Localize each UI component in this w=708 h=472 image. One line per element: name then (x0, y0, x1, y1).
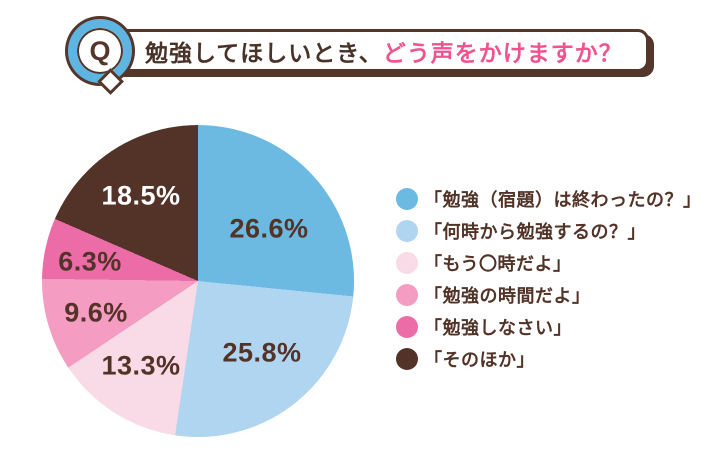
pie-slice-label: 18.5% (101, 180, 181, 211)
legend-label: 「勉強しなさい」 (424, 317, 572, 338)
legend-item: 「勉強の時間だよ」 (396, 283, 702, 306)
legend-item: 「勉強（宿題）は終わったの？」 (396, 187, 702, 210)
legend-dot-icon (396, 315, 418, 338)
q-letter: Q (89, 35, 111, 66)
legend: 「勉強（宿題）は終わったの？」 「何時から勉強するの？」 「もう〇時だよ」 「勉… (396, 187, 702, 379)
q-tail-decoration (97, 68, 124, 95)
pie-chart (42, 125, 354, 437)
pie-slice-label: 9.6% (64, 297, 128, 328)
pie-slice-label: 13.3% (101, 350, 181, 381)
pie-slice-label: 26.6% (229, 213, 309, 244)
legend-dot-icon (396, 283, 418, 306)
legend-item: 「勉強しなさい」 (396, 315, 702, 338)
pie-slice-label: 6.3% (58, 246, 122, 277)
legend-item: 「そのほか」 (396, 347, 702, 370)
question-text-accent: どう声をかけますか？ (382, 39, 623, 66)
legend-dot-icon (396, 347, 418, 370)
legend-item: 「もう〇時だよ」 (396, 251, 702, 274)
legend-dot-icon (396, 251, 418, 274)
question-banner: 勉強してほしいとき、 どう声をかけますか？ (96, 29, 649, 72)
legend-label: 「もう〇時だよ」 (424, 253, 572, 274)
legend-item: 「何時から勉強するの？」 (396, 219, 702, 242)
pie-chart-area: 26.6% 25.8% 13.3% 9.6% 6.3% 18.5% (42, 125, 354, 437)
legend-label: 「勉強の時間だよ」 (424, 285, 591, 306)
legend-dot-icon (396, 187, 418, 210)
legend-dot-icon (396, 219, 418, 242)
question-badge-icon: Q (68, 19, 132, 95)
pie-slice-label: 25.8% (222, 337, 302, 368)
legend-label: 「勉強（宿題）は終わったの？」 (424, 189, 702, 210)
legend-label: 「そのほか」 (424, 349, 535, 370)
legend-label: 「何時から勉強するの？」 (424, 221, 646, 242)
question-text: 勉強してほしいとき、 (145, 39, 383, 66)
